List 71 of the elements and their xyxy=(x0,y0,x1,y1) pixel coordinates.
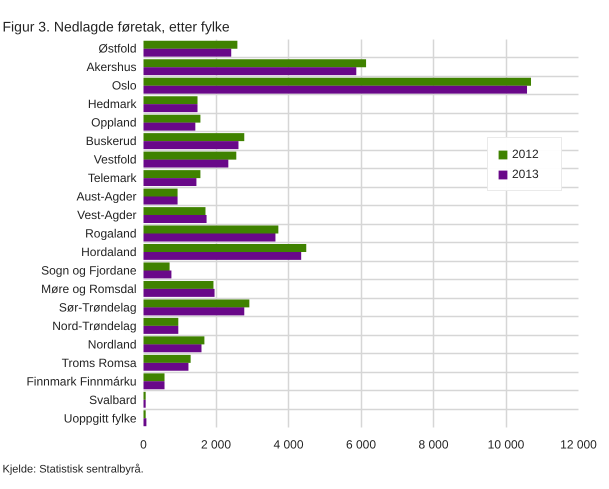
y-tick-label: Nord-Trøndelag xyxy=(52,318,137,333)
bar xyxy=(144,280,214,289)
bar xyxy=(144,133,244,142)
legend-label: 2013 xyxy=(512,167,540,181)
y-tick-label: Vestfold xyxy=(94,152,137,167)
y-tick-label: Aust-Agder xyxy=(76,190,137,204)
y-tick-label: Østfold xyxy=(98,42,136,56)
chart-title: Figur 3. Nedlagde føretak, etter fylke xyxy=(2,18,230,34)
x-tick-label: 4 000 xyxy=(273,438,304,452)
y-tick-label: Troms Romsa xyxy=(62,356,137,370)
bar xyxy=(144,48,232,57)
bar xyxy=(144,59,366,68)
bar xyxy=(144,104,198,112)
bar xyxy=(144,86,528,94)
bar xyxy=(144,299,250,308)
bar xyxy=(144,373,165,382)
y-tick-label: Svalbard xyxy=(89,392,137,407)
bar xyxy=(144,67,356,76)
bar xyxy=(144,344,202,352)
bar xyxy=(144,188,178,197)
y-tick-label: Vest-Agder xyxy=(77,208,137,222)
bar xyxy=(144,307,244,316)
x-tick-label: 10 000 xyxy=(488,438,525,452)
bar xyxy=(144,207,206,216)
bar xyxy=(144,354,191,363)
bar xyxy=(144,215,207,223)
bar xyxy=(144,160,228,168)
y-tick-label: Oppland xyxy=(91,116,137,130)
y-tick-label: Buskerud xyxy=(86,134,137,148)
bar xyxy=(144,381,165,390)
x-tick-label: 0 xyxy=(140,438,148,452)
y-tick-label: Finnmark Finnmárku xyxy=(26,374,137,388)
legend-label: 2012 xyxy=(512,147,540,161)
bar xyxy=(144,170,200,178)
bar xyxy=(144,122,196,131)
bar xyxy=(144,262,170,270)
bar xyxy=(144,244,306,252)
bar xyxy=(144,418,146,426)
y-tick-label: Hedmark xyxy=(88,97,138,112)
bar xyxy=(144,234,276,242)
text: Kjelde: Statistisk sentralbyrå. xyxy=(2,464,144,476)
x-tick-label: 8 000 xyxy=(418,438,449,452)
bar xyxy=(144,326,178,334)
bar xyxy=(144,196,178,204)
y-tick-label: Sogn og Fjordane xyxy=(41,263,137,278)
bar xyxy=(144,252,302,260)
y-tick-label: Telemark xyxy=(88,171,138,186)
bar xyxy=(144,114,200,123)
bar xyxy=(144,288,215,297)
bar xyxy=(144,96,198,104)
y-tick-label: Uoppgitt fylke xyxy=(64,411,137,426)
y-tick-label: Sør-Trøndelag xyxy=(58,300,137,314)
y-tick-label: Møre og Romsdal xyxy=(41,282,137,296)
bar xyxy=(144,152,236,160)
x-tick-label: 12 000 xyxy=(560,438,598,452)
bar xyxy=(144,362,188,371)
bar xyxy=(144,270,172,278)
bar xyxy=(144,40,238,49)
y-tick-label: Akershus xyxy=(86,60,137,74)
y-tick-label: Nordland xyxy=(88,337,137,352)
bar xyxy=(144,318,178,326)
y-tick-label: Oslo xyxy=(112,78,137,93)
bar xyxy=(144,226,278,234)
y-tick-label: Hordaland xyxy=(81,244,137,259)
bar xyxy=(144,78,532,86)
bar xyxy=(144,178,196,186)
bar xyxy=(144,336,204,344)
x-tick-label: 2 000 xyxy=(200,438,232,452)
y-tick-label: Rogaland xyxy=(85,226,136,240)
x-tick-label: 6 000 xyxy=(346,438,376,452)
bar xyxy=(144,141,238,150)
